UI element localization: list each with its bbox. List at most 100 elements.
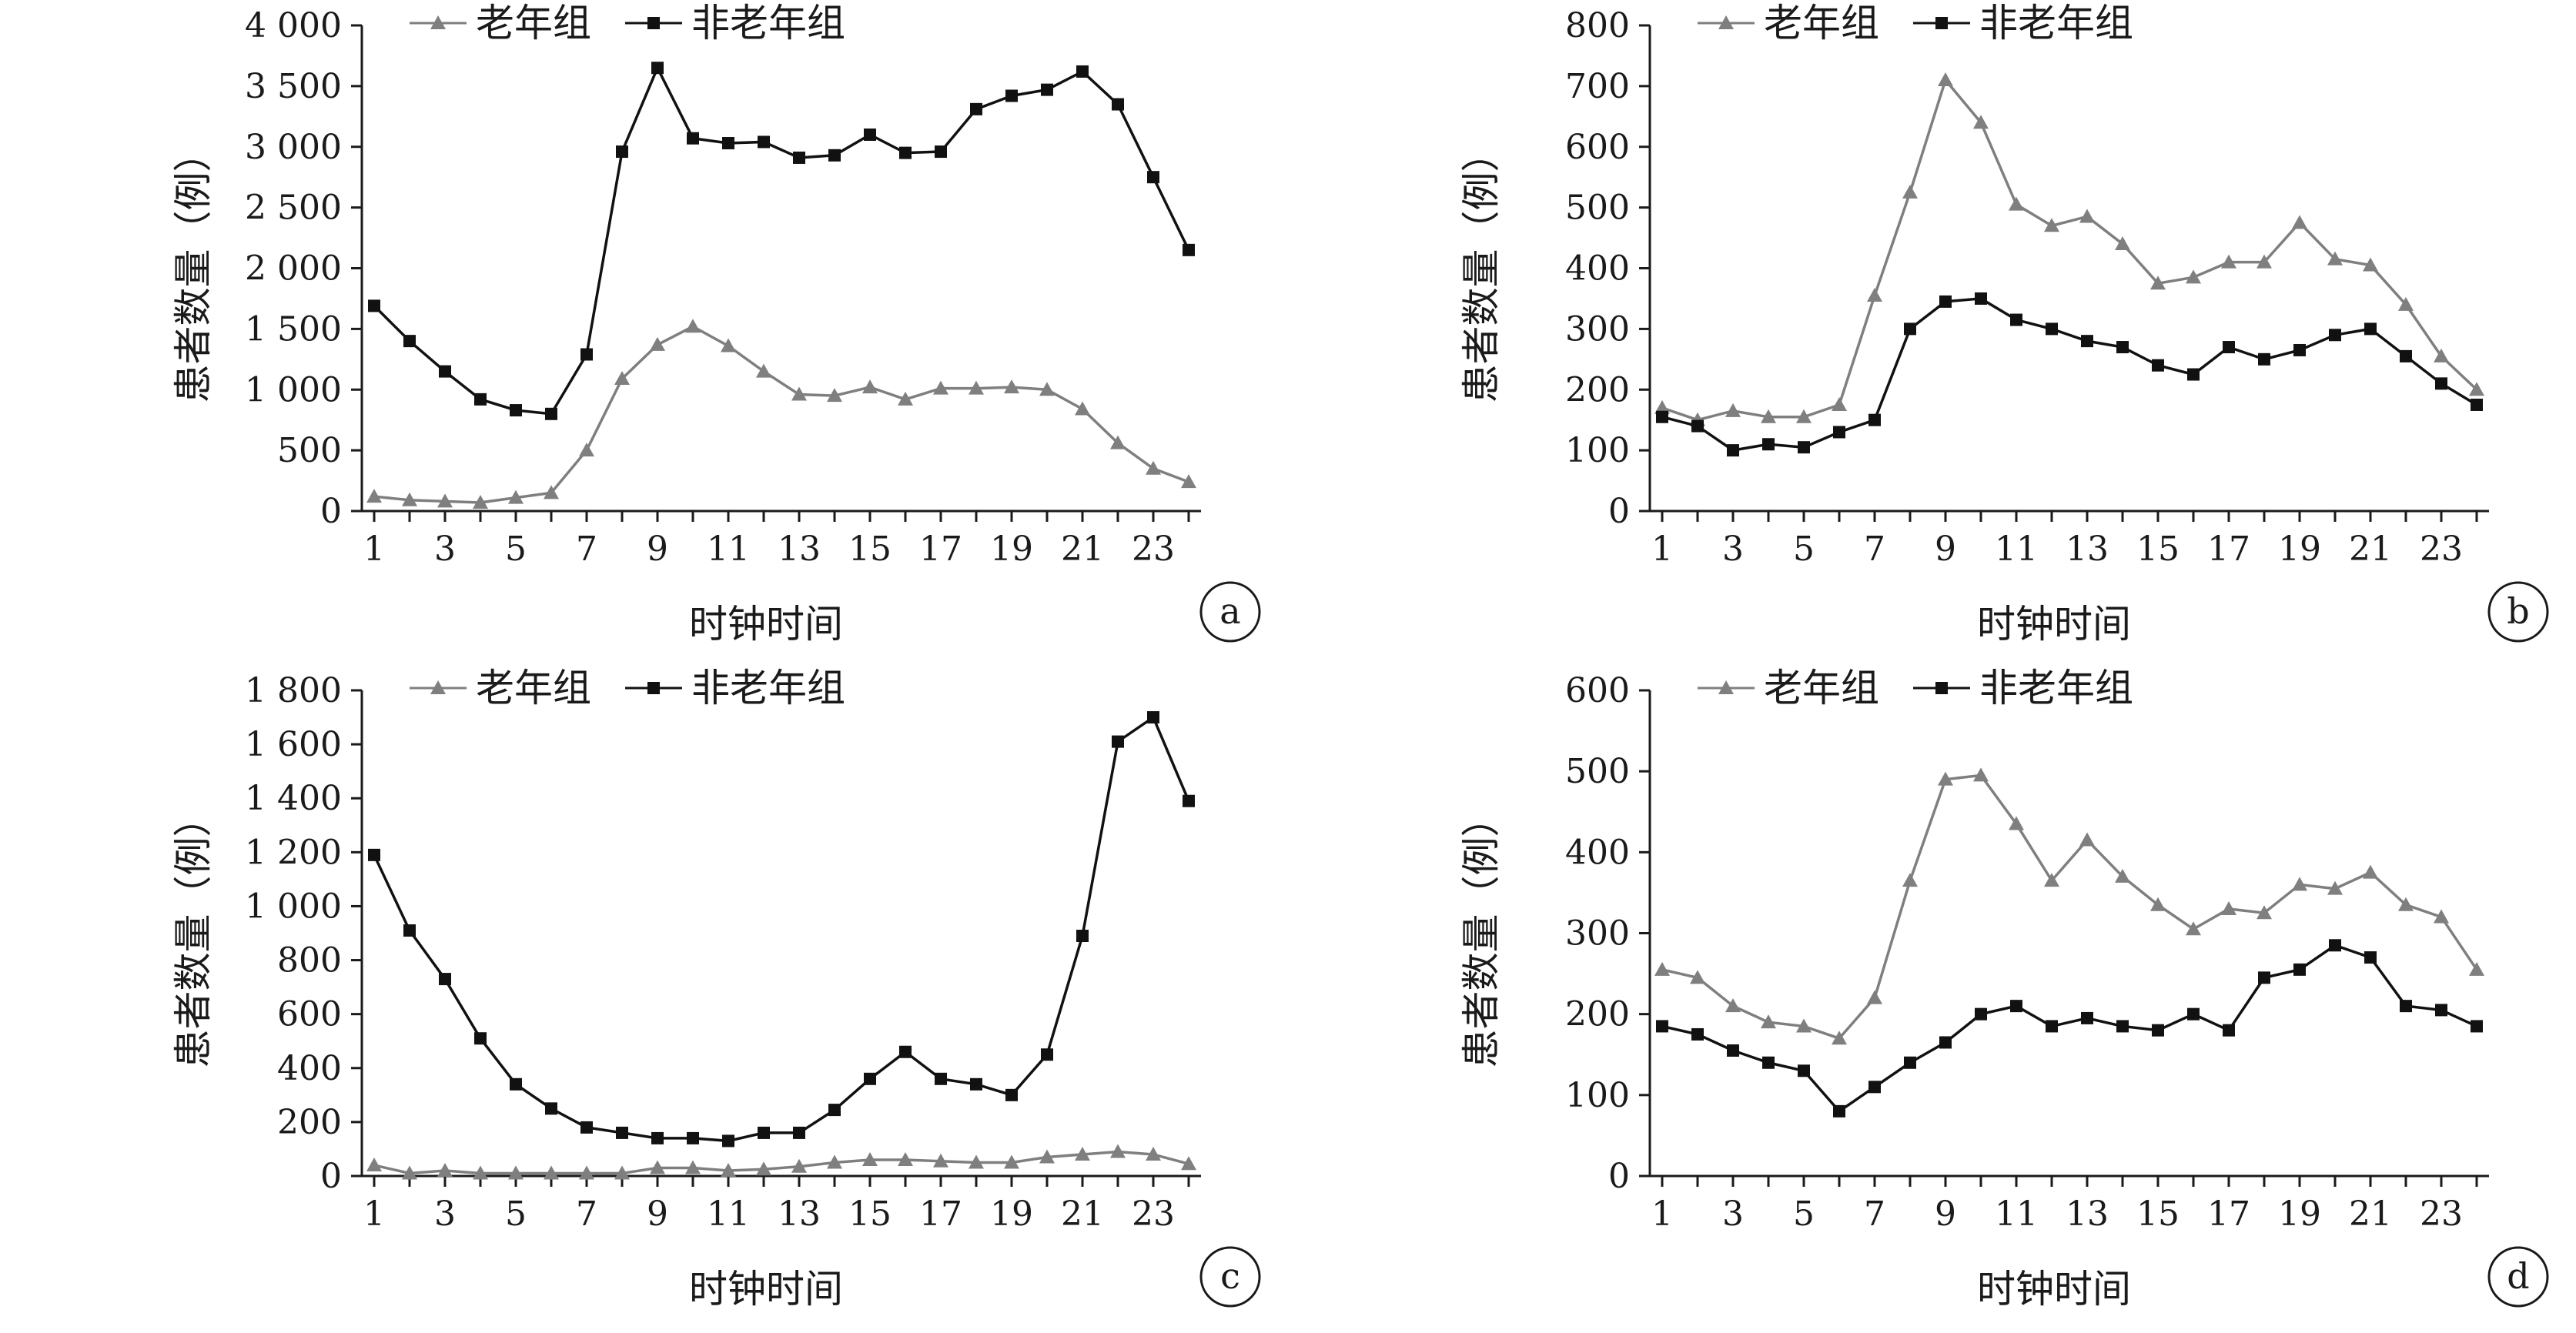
series-line-elderly <box>373 325 1189 504</box>
data-point-elderly <box>1902 873 1918 887</box>
data-point-non-elderly <box>793 151 805 164</box>
data-point-elderly <box>1938 771 1953 786</box>
data-point-non-elderly <box>1005 89 1018 102</box>
x-tick-label: 11 <box>707 530 750 569</box>
data-point-elderly <box>2150 276 2166 290</box>
x-tick-label: 15 <box>2136 530 2180 569</box>
data-point-non-elderly <box>793 1126 805 1139</box>
data-point-non-elderly <box>2471 398 2483 411</box>
data-point-elderly <box>437 493 453 508</box>
data-point-non-elderly <box>2471 1020 2483 1033</box>
y-tick-label: 300 <box>1565 914 1630 954</box>
legend-marker <box>1935 682 1948 694</box>
data-point-elderly <box>1832 396 1847 411</box>
y-axis-title: 患者数量（例） <box>1459 799 1504 1068</box>
data-point-non-elderly <box>474 1032 487 1045</box>
x-tick-label: 7 <box>1864 530 1885 569</box>
data-point-non-elderly <box>2223 1024 2235 1037</box>
data-point-non-elderly <box>864 1072 876 1085</box>
data-point-elderly <box>1761 409 1776 423</box>
x-tick-label: 21 <box>1061 1194 1104 1234</box>
data-point-elderly <box>933 380 948 395</box>
data-point-non-elderly <box>1656 1020 1668 1033</box>
data-point-non-elderly <box>1868 413 1881 426</box>
data-point-elderly <box>2363 864 2378 879</box>
x-tick-label: 9 <box>647 530 668 569</box>
data-point-non-elderly <box>1975 1007 1987 1021</box>
data-point-elderly <box>2186 269 2201 284</box>
data-point-non-elderly <box>828 149 841 162</box>
data-point-elderly <box>2469 382 2484 396</box>
data-point-elderly <box>1725 403 1741 417</box>
data-point-non-elderly <box>1005 1088 1018 1101</box>
legend-marker <box>647 17 660 29</box>
y-tick-label: 1 400 <box>245 779 342 818</box>
x-tick-label: 5 <box>1793 1194 1815 1234</box>
y-tick-label: 200 <box>277 1103 342 1142</box>
data-point-non-elderly <box>1975 292 1987 305</box>
x-tick-label: 15 <box>848 1194 892 1234</box>
data-point-non-elderly <box>1041 83 1053 96</box>
data-point-elderly <box>1075 401 1090 416</box>
data-point-non-elderly <box>2293 963 2306 976</box>
data-point-non-elderly <box>1041 1048 1053 1061</box>
x-axis-title: 时钟时间 <box>689 602 843 646</box>
data-point-non-elderly <box>899 1045 912 1058</box>
data-point-elderly <box>1867 287 1882 302</box>
data-point-elderly <box>1004 379 1019 394</box>
chart-svg: 0 500 1 000 1 500 2 000 2 500 3 000 3 500 4 000 1… <box>171 1 1261 646</box>
x-tick-label: 15 <box>2136 1194 2180 1234</box>
x-tick-label: 15 <box>848 530 892 569</box>
x-tick-label: 17 <box>2207 530 2250 569</box>
data-point-elderly <box>2079 832 2095 847</box>
panel-letter: c <box>1220 1255 1240 1297</box>
data-point-non-elderly <box>2116 1020 2129 1033</box>
x-tick-label: 19 <box>990 530 1033 569</box>
x-tick-label: 5 <box>1793 530 1815 569</box>
data-point-elderly <box>579 1165 594 1180</box>
data-point-non-elderly <box>2223 341 2235 354</box>
data-point-elderly <box>2009 816 2024 830</box>
data-point-non-elderly <box>1147 711 1159 724</box>
y-tick-label: 2 500 <box>245 189 342 228</box>
data-point-elderly <box>2115 236 2130 250</box>
y-tick-label: 700 <box>1565 67 1630 106</box>
data-point-elderly <box>862 379 878 394</box>
data-point-non-elderly <box>1727 1044 1739 1057</box>
data-point-non-elderly <box>687 1131 699 1144</box>
data-point-non-elderly <box>758 1126 770 1139</box>
x-tick-label: 7 <box>1864 1194 1885 1234</box>
data-point-elderly <box>1146 1146 1161 1161</box>
legend-item: 老年组 <box>1698 666 1879 710</box>
y-tick-label: 400 <box>277 1049 342 1088</box>
chart-panel-a: 0 500 1 000 1 500 2 000 2 500 3 000 3 500 4 000 1… <box>0 0 1288 665</box>
y-axis-title: 患者数量（例） <box>171 134 216 403</box>
x-tick-label: 13 <box>2066 530 2109 569</box>
legend-label: 老年组 <box>1764 1 1879 45</box>
x-tick-label: 21 <box>2349 530 2392 569</box>
x-tick-label: 3 <box>434 1194 456 1234</box>
series-line-elderly <box>1661 77 2478 422</box>
data-point-non-elderly <box>1183 243 1195 256</box>
data-point-elderly <box>1075 1146 1090 1161</box>
x-tick-label: 11 <box>1995 530 2038 569</box>
data-point-elderly <box>1654 961 1670 976</box>
x-tick-label: 5 <box>505 530 527 569</box>
data-point-non-elderly <box>1798 441 1810 454</box>
data-point-non-elderly <box>2152 359 2164 372</box>
data-point-non-elderly <box>651 1131 664 1144</box>
x-tick-label: 7 <box>576 530 597 569</box>
series-line-elderly <box>1661 773 2478 1041</box>
data-point-non-elderly <box>1183 794 1195 807</box>
y-tick-label: 600 <box>1565 671 1630 710</box>
data-point-non-elderly <box>935 1072 947 1085</box>
data-point-elderly <box>508 489 524 504</box>
data-point-elderly <box>1796 409 1812 423</box>
legend-marker <box>1718 15 1734 29</box>
data-point-elderly <box>756 363 771 378</box>
x-tick-label: 9 <box>1935 530 1956 569</box>
chart-panel-b: 0 100 200 300 400 500 600 700 800 1 3 5 7 9 11 13 15 17 19… <box>1288 0 2576 665</box>
x-tick-label: 1 <box>1651 530 1673 569</box>
data-point-elderly <box>614 371 630 386</box>
